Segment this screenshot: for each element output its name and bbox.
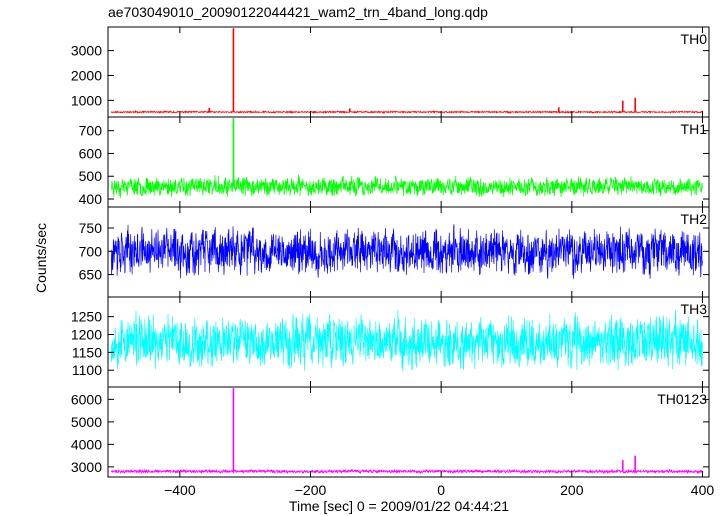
panel-label-th2: TH2 [681, 211, 708, 227]
y-tick-label: 700 [79, 123, 103, 139]
y-tick-label: 1100 [72, 362, 102, 378]
y-tick-label: 3000 [71, 43, 102, 59]
series-line-th1 [110, 174, 703, 199]
series-line-th2 [110, 224, 703, 279]
x-tick-label: −200 [295, 482, 327, 498]
panel-frame [107, 386, 710, 478]
y-tick-label: 500 [79, 168, 103, 184]
y-tick-label: 700 [79, 243, 103, 259]
panel-th0: 1000 2000 3000 TH0 [71, 26, 710, 118]
panel-frame [107, 116, 710, 208]
y-tick-label: 600 [79, 145, 103, 161]
series-line-th3 [110, 309, 703, 372]
y-axis-label: Counts/sec [33, 223, 49, 293]
panel-th1: 400 500 600 700 TH1 [79, 116, 710, 208]
panel-frame [107, 26, 710, 118]
x-axis-label: Time [sec] 0 = 2009/01/22 04:44:21 [289, 498, 509, 514]
y-tick-label: 1000 [71, 92, 102, 108]
series-line-th0 [111, 109, 703, 115]
panel-th2: 650 700 750 TH2 [79, 206, 710, 298]
y-tick-label: 650 [79, 267, 103, 283]
x-tick-label: −400 [164, 482, 196, 498]
y-tick-label: 3000 [71, 459, 102, 475]
panel-label-th1: TH1 [681, 121, 708, 137]
y-tick-label: 6000 [71, 391, 102, 407]
panel-th0123: 3000 4000 5000 6000 TH0123 [71, 386, 710, 478]
y-tick-label: 1250 [71, 309, 102, 325]
y-tick-label: 400 [79, 191, 103, 207]
panel-label-th0: TH0 [681, 31, 708, 47]
y-tick-label: 1150 [72, 344, 102, 360]
chart-title: ae703049010_20090122044421_wam2_trn_4ban… [108, 4, 488, 20]
panel-label-th0123: TH0123 [657, 391, 707, 407]
y-tick-label: 750 [79, 220, 103, 236]
y-tick-label: 5000 [71, 414, 102, 430]
x-tick-label: 200 [560, 482, 584, 498]
series-line-th0123 [110, 468, 703, 475]
y-tick-label: 2000 [71, 67, 102, 83]
x-tick-label: 0 [437, 482, 445, 498]
y-tick-label: 1200 [71, 327, 102, 343]
y-tick-label: 4000 [71, 436, 102, 452]
panel-label-th3: TH3 [681, 301, 708, 317]
x-tick-label: 400 [691, 482, 715, 498]
